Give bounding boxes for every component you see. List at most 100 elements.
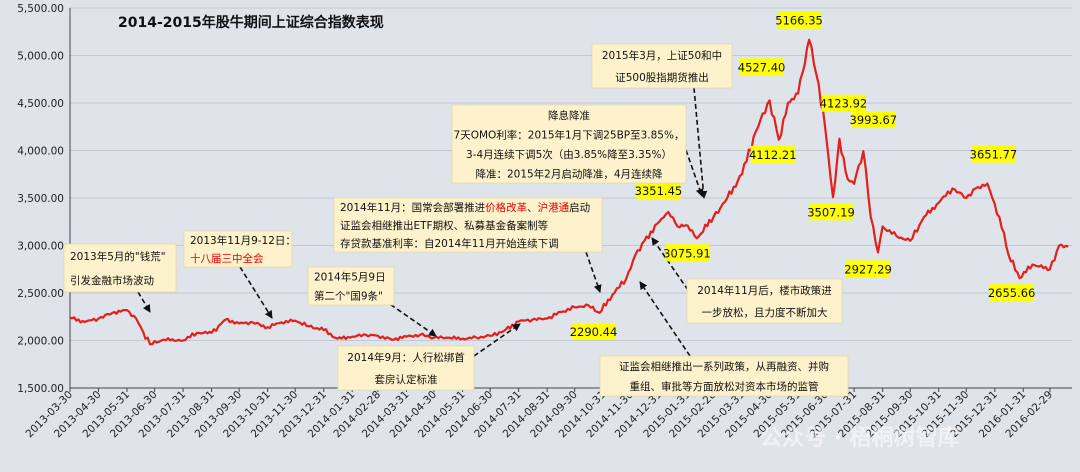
annotation-highlight: 十八届三中全会 [190, 252, 264, 265]
annotation-arrow [383, 299, 437, 337]
y-tick-label: 3,500.00 [17, 193, 64, 205]
annotation-text: 3-4月连续下调5次（由3.85%降至3.35%） [466, 148, 672, 161]
data-labels: 2290.44 3351.45 3075.91 4527.40 4112.21 5166.… [570, 11, 1035, 340]
annotation-arrow [651, 237, 689, 291]
annotation-arrows [137, 87, 708, 357]
data-label-bg [971, 145, 1016, 163]
data-label-bg [989, 284, 1034, 302]
y-tick-label: 2,500.00 [17, 288, 64, 300]
annotation-span: 重组、审批等方面放松对资本市场的监管 [630, 380, 819, 393]
data-label-bg [571, 322, 616, 340]
annotation-arrow [639, 281, 691, 357]
annotation-span: 2014年9月：人行松绑首 [347, 351, 464, 364]
annotation-text: 2014年5月9日 [314, 271, 386, 284]
annotation-arrow [239, 266, 273, 319]
annotation-box [183, 230, 293, 268]
annotation-text: 证监会相继推出ETF期权、私募基金备案制等 [340, 219, 549, 232]
annotation-box [686, 278, 843, 324]
annotation-arrow [137, 291, 151, 313]
annotation-span: 、 [527, 202, 538, 214]
annotation-text: 证500股指期货推出 [615, 71, 709, 84]
data-label: 4112.21 [749, 148, 797, 162]
annotation-span: 启动 [569, 201, 590, 214]
annotation-text: 2015年3月，上证50和中 [602, 49, 722, 62]
annotation-highlight: 沪港通 [538, 201, 570, 214]
data-label-bg [664, 244, 709, 262]
annotation-arrow [473, 323, 521, 357]
annotation-span: 引发金融市场波动 [70, 274, 154, 287]
data-label: 2290.44 [570, 325, 618, 339]
annotation-span: 降息降准 [548, 109, 590, 122]
annotation-box [333, 197, 603, 253]
data-label-bg [739, 58, 784, 76]
annotation-text: 引发金融市场波动 [70, 274, 154, 287]
y-tick-label: 5,000.00 [17, 51, 64, 63]
annotation-text: 2014年11月：国常会部署推进价格改革、沪港通启动 [340, 201, 590, 214]
data-label: 3351.45 [635, 184, 683, 198]
annotation-arrow [693, 87, 708, 199]
data-label-bg [636, 182, 681, 200]
watermark-text: 公众号 · 梧桐树智库 [760, 425, 960, 451]
annotation-text: 降准：2015年2月启动降准，4月连续降 [475, 167, 663, 180]
annotation-boxes: 2013年5月的"钱荒" 引发金融市场波动 2013年11月9-12日： 十八届三中全… [63, 43, 849, 397]
annotation-span: 证监会相继推出ETF期权、私募基金备案制等 [340, 219, 549, 232]
data-label-bg [821, 94, 866, 112]
y-tick-label: 5,500.00 [17, 3, 64, 15]
data-label: 3993.67 [850, 113, 898, 127]
annotation-box [451, 104, 687, 184]
annotation-span: 2014年5月9日 [314, 271, 386, 284]
data-label-bg [808, 203, 853, 221]
data-label: 3075.91 [663, 246, 711, 260]
annotation-span: 存贷款基准利率：自2014年11月开始连续下调 [340, 237, 559, 250]
data-label: 4527.40 [738, 60, 786, 74]
annotation-span: 降准：2015年2月启动降准，4月连续降 [475, 167, 663, 180]
annotation-text: 重组、审批等方面放松对资本市场的监管 [630, 380, 819, 393]
annotation-span: 2013年5月的"钱荒" [70, 250, 166, 263]
annotation-span: 2013年11月9-12日： [190, 234, 296, 247]
annotation-arrow [685, 149, 704, 197]
data-label: 5166.35 [775, 14, 823, 28]
annotation-text: 2014年11月后，楼市政策进 [697, 284, 832, 297]
data-label-bg [851, 111, 896, 129]
annotation-span: 2014年11月后，楼市政策进 [697, 284, 832, 297]
annotation-span: 2014年11月：国常会部署推进 [340, 201, 486, 214]
data-label-bg [750, 145, 795, 163]
y-tick-label: 2,000.00 [17, 336, 64, 348]
y-tick-label: 4,500.00 [17, 98, 64, 110]
y-tick-label: 4,000.00 [17, 146, 64, 158]
annotation-text: 证监会相继推出一系列政策，从再融资、并购 [619, 360, 829, 373]
annotation-text: 7天OMO利率：2015年1月下调25BP至3.85%， [454, 128, 685, 141]
annotation-span: 证监会相继推出一系列政策，从再融资、并购 [619, 360, 829, 373]
annotation-span: 第二个"国9条" [314, 290, 383, 303]
annotation-box [337, 345, 475, 391]
annotation-text: 一步放松，且力度不断加大 [702, 306, 828, 319]
annotation-text: 2013年11月9-12日： [190, 234, 296, 247]
annotation-text: 套房认定标准 [375, 373, 438, 386]
data-label: 3507.19 [807, 205, 855, 219]
annotation-text: 存贷款基准利率：自2014年11月开始连续下调 [340, 237, 559, 250]
chart-title: 2014-2015年股牛期间上证综合指数表现 [118, 14, 384, 31]
annotation-text: 十八届三中全会 [190, 252, 264, 265]
annotation-arrow [585, 251, 602, 293]
annotation-span: 一步放松，且力度不断加大 [702, 306, 828, 319]
series-layer [69, 38, 1069, 346]
annotation-text: 2013年5月的"钱荒" [70, 250, 166, 263]
annotation-box [307, 266, 395, 306]
annotation-span: 套房认定标准 [375, 373, 438, 386]
data-label: 3651.77 [970, 148, 1018, 162]
data-label-bg [777, 11, 822, 29]
y-axis: 1,500.00 2,000.00 2,500.00 3,000.00 3,500.00… [17, 3, 71, 395]
annotation-text: 2014年9月：人行松绑首 [347, 351, 464, 364]
annotation-highlight: 价格改革 [485, 201, 527, 214]
annotation-text: 第二个"国9条" [314, 290, 383, 303]
y-tick-label: 3,000.00 [17, 241, 64, 253]
series-line [69, 38, 1069, 346]
annotation-span: 7天OMO利率：2015年1月下调25BP至3.85%， [454, 128, 685, 141]
data-label: 2927.29 [844, 262, 892, 276]
annotation-span: 3-4月连续下调5次（由3.85%降至3.35%） [466, 148, 672, 161]
annotation-box [591, 43, 733, 89]
annotation-span: 2015年3月，上证50和中 [602, 49, 722, 62]
data-label-bg [846, 260, 891, 278]
annotation-text: 降息降准 [548, 109, 590, 122]
